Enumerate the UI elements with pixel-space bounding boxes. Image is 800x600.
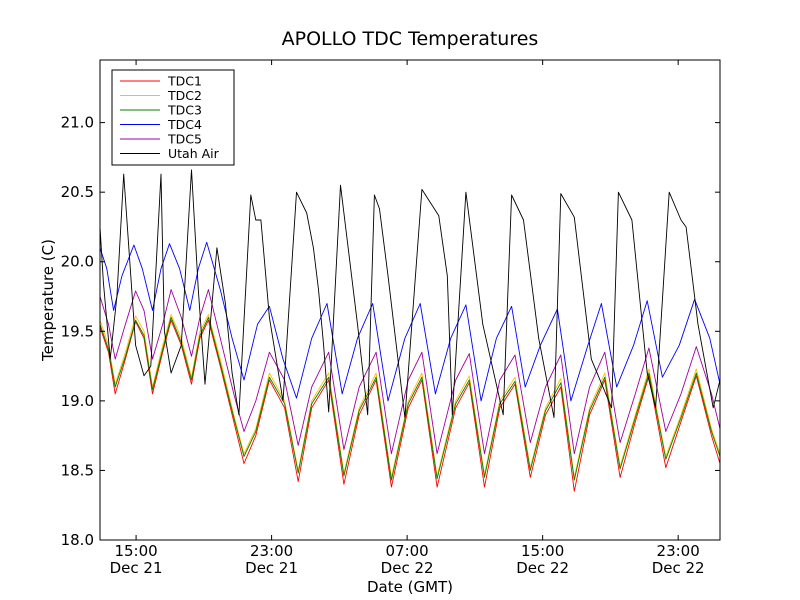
x-tick-time-label: 15:00: [521, 542, 564, 560]
y-tick-label: 18.5: [61, 461, 94, 479]
x-tick-time-label: 15:00: [114, 542, 157, 560]
y-axis: 18.0 18.5 19.0 19.5 20.0 20.5 21.0: [61, 114, 720, 549]
chart-title: APOLLO TDC Temperatures: [282, 28, 539, 50]
x-tick-time-label: 23:00: [250, 542, 293, 560]
y-tick-label: 18.0: [61, 531, 94, 549]
series-line-tdc4: [99, 241, 721, 402]
series-line-utah-air: [99, 169, 721, 419]
plot-frame: [99, 59, 721, 541]
series-layer: [99, 169, 721, 492]
legend-label-tdc1: TDC1: [167, 74, 202, 89]
y-tick-label: 21.0: [61, 114, 94, 132]
legend-label-tdc2: TDC2: [167, 88, 202, 103]
y-tick-label: 20.5: [61, 183, 94, 201]
y-axis-label: Temperature (C): [39, 239, 57, 362]
series-line-tdc5: [99, 289, 721, 455]
x-tick-time-label: 23:00: [657, 542, 700, 560]
y-tick-label: 20.0: [61, 253, 94, 271]
series-line-tdc3: [99, 316, 721, 481]
series-line-tdc1: [99, 319, 721, 492]
legend-label-utah-air: Utah Air: [168, 146, 220, 161]
y-tick-label: 19.5: [61, 322, 94, 340]
x-tick-time-label: 07:00: [386, 542, 429, 560]
x-tick-date-label: Dec 21: [110, 559, 163, 577]
x-tick-date-label: Dec 21: [245, 559, 298, 577]
y-tick-label: 19.0: [61, 392, 94, 410]
x-axis-label: Date (GMT): [367, 578, 453, 596]
legend-label-tdc5: TDC5: [167, 132, 202, 147]
legend-label-tdc3: TDC3: [167, 103, 202, 118]
x-tick-date-label: Dec 22: [381, 559, 434, 577]
x-tick-date-label: Dec 22: [516, 559, 569, 577]
x-tick-date-label: Dec 22: [652, 559, 705, 577]
legend-box: [111, 69, 235, 166]
series-line-tdc2: [99, 314, 721, 478]
legend-label-tdc4: TDC4: [167, 117, 202, 132]
